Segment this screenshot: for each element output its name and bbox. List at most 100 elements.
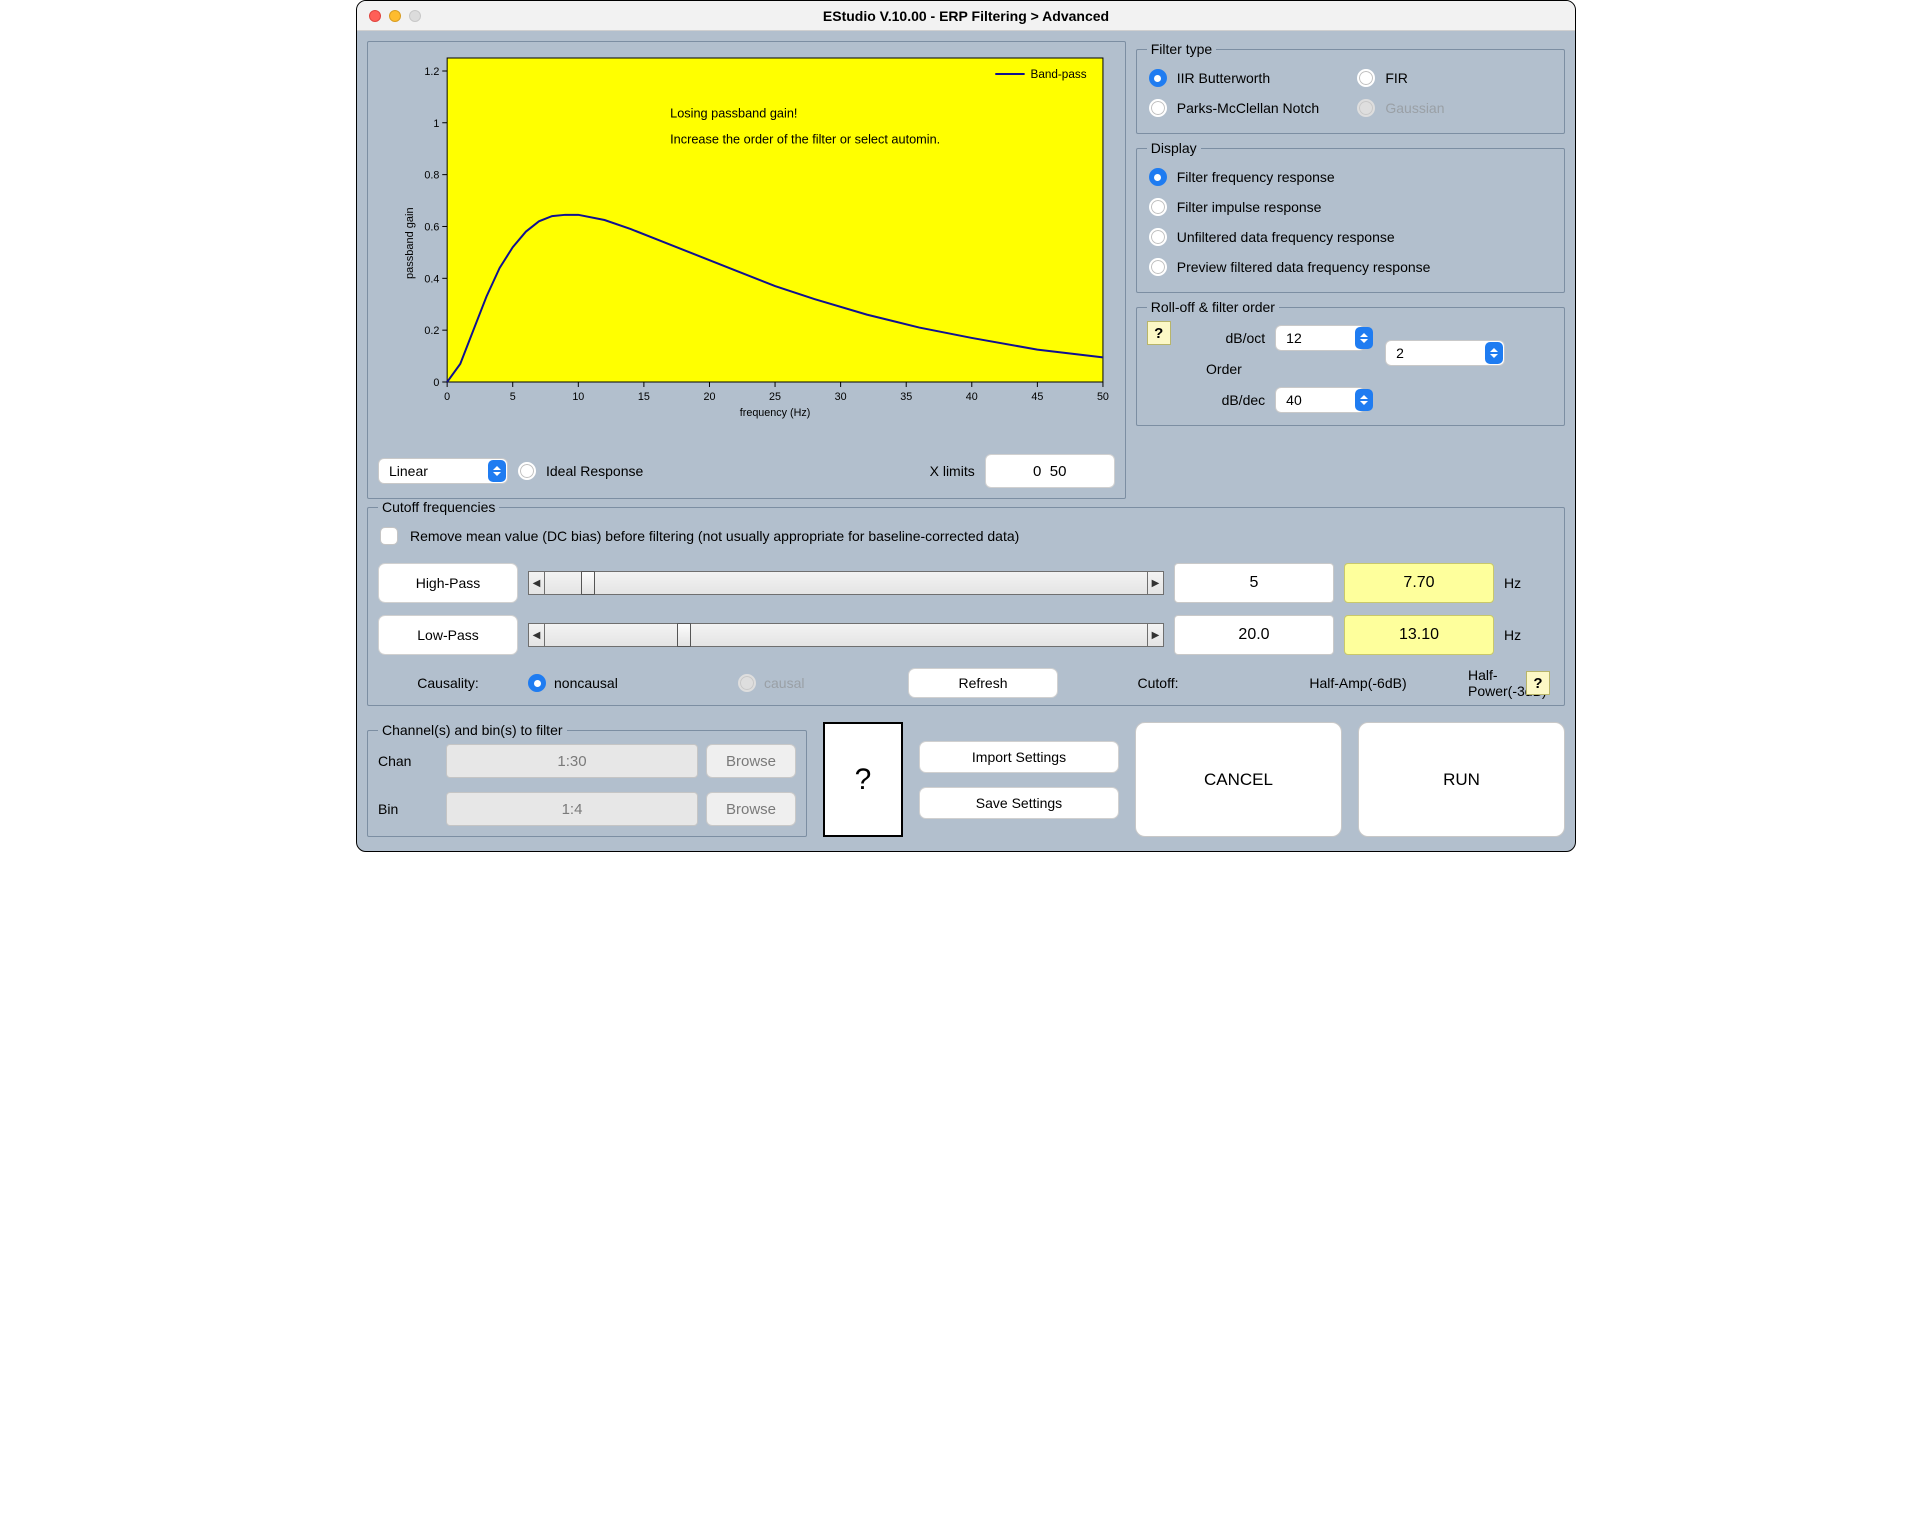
chan-browse-button[interactable]: Browse [706,744,796,778]
lowpass-slider[interactable]: ◀ ▶ [528,623,1164,647]
highpass-value[interactable]: 5 [1174,563,1334,603]
cancel-button[interactable]: CANCEL [1135,722,1342,837]
hz-label: Hz [1504,575,1554,591]
radio-icon[interactable] [1149,168,1167,186]
titlebar: EStudio V.10.00 - ERP Filtering > Advanc… [357,1,1575,31]
cutoff-help-icon[interactable]: ? [1526,671,1550,695]
hz-label: Hz [1504,627,1554,643]
db-oct-select[interactable]: 12 [1275,325,1375,351]
lowpass-value-3db: 13.10 [1344,615,1494,655]
display-option-2[interactable]: Unfiltered data frequency response [1147,222,1554,252]
display-legend: Display [1147,140,1201,156]
filter-type-option-parks[interactable]: Parks-McClellan Notch [1147,93,1346,123]
chan-input[interactable]: 1:30 [446,744,698,778]
cutoff-legend: Cutoff frequencies [378,499,499,515]
display-option-label: Preview filtered data frequency response [1177,259,1431,275]
xlimits-input[interactable] [985,454,1115,488]
display-option-label: Filter frequency response [1177,169,1335,185]
svg-text:0.2: 0.2 [424,325,439,337]
svg-text:10: 10 [572,391,584,403]
svg-text:35: 35 [900,391,912,403]
highpass-button[interactable]: High-Pass [378,563,518,603]
causal-radio[interactable] [738,674,756,692]
cutoff-mode-label: Cutoff: [1068,675,1248,691]
svg-text:5: 5 [510,391,516,403]
svg-text:20: 20 [703,391,715,403]
radio-icon[interactable] [1149,198,1167,216]
xlimits-label: X limits [930,463,975,479]
svg-text:1: 1 [433,118,439,130]
svg-text:30: 30 [835,391,847,403]
remove-mean-checkbox[interactable] [380,527,398,545]
display-option-label: Filter impulse response [1177,199,1322,215]
import-settings-button[interactable]: Import Settings [919,741,1119,773]
order-select[interactable]: 2 [1385,340,1505,366]
causal-label: causal [764,675,804,691]
refresh-button[interactable]: Refresh [908,668,1058,698]
chevron-left-icon[interactable]: ◀ [529,624,545,646]
display-panel: Display Filter frequency response Filter … [1136,140,1565,293]
db-dec-select[interactable]: 40 [1275,387,1375,413]
radio-icon[interactable] [1357,69,1375,87]
cutoff-panel: Cutoff frequencies Remove mean value (DC… [367,499,1565,706]
ideal-response-radio[interactable] [518,462,536,480]
filter-type-legend: Filter type [1147,41,1216,57]
svg-text:frequency (Hz): frequency (Hz) [740,407,811,419]
svg-text:0.4: 0.4 [424,273,439,285]
run-button[interactable]: RUN [1358,722,1565,837]
display-option-3[interactable]: Preview filtered data frequency response [1147,252,1554,282]
svg-text:Losing passband gain!: Losing passband gain! [670,105,797,120]
bin-label: Bin [378,801,438,817]
svg-text:Increase the order of the filt: Increase the order of the filter or sele… [670,131,940,146]
highpass-value-3db: 7.70 [1344,563,1494,603]
filter-type-option-fir[interactable]: FIR [1355,63,1554,93]
save-settings-button[interactable]: Save Settings [919,787,1119,819]
chart-ylabel: passband gain [404,207,416,279]
rolloff-legend: Roll-off & filter order [1147,299,1279,315]
svg-text:0.8: 0.8 [424,170,439,182]
remove-mean-label: Remove mean value (DC bias) before filte… [410,528,1019,544]
svg-text:45: 45 [1031,391,1043,403]
channels-legend: Channel(s) and bin(s) to filter [378,722,567,738]
db-oct-label: dB/oct [1183,330,1265,346]
chevron-right-icon[interactable]: ▶ [1147,624,1163,646]
causality-label: Causality: [378,675,518,691]
axis-mode-select[interactable]: Linear [378,458,508,484]
chevron-right-icon[interactable]: ▶ [1147,572,1163,594]
radio-icon [1357,99,1375,117]
help-button[interactable]: ? [823,722,903,837]
radio-icon[interactable] [1149,258,1167,276]
close-icon[interactable] [369,10,381,22]
chevron-left-icon[interactable]: ◀ [529,572,545,594]
filter-response-chart: 0510152025303540455000.20.40.60.811.2fre… [408,52,1113,422]
window-title: EStudio V.10.00 - ERP Filtering > Advanc… [357,8,1575,24]
svg-text:40: 40 [966,391,978,403]
chart-panel: passband gain 0510152025303540455000.20.… [367,41,1126,499]
svg-text:25: 25 [769,391,781,403]
chan-label: Chan [378,753,438,769]
channels-panel: Channel(s) and bin(s) to filter Chan 1:3… [367,722,807,837]
bin-browse-button[interactable]: Browse [706,792,796,826]
filter-type-label: Parks-McClellan Notch [1177,100,1319,116]
filter-type-option-iir[interactable]: IIR Butterworth [1147,63,1346,93]
radio-icon[interactable] [1149,99,1167,117]
halfamp-label: Half-Amp(-6dB) [1258,675,1458,691]
svg-text:50: 50 [1097,391,1109,403]
svg-text:Band-pass: Band-pass [1031,67,1087,81]
lowpass-value[interactable]: 20.0 [1174,615,1334,655]
zoom-icon[interactable] [409,10,421,22]
traffic-lights [369,10,421,22]
rolloff-help-icon[interactable]: ? [1147,321,1171,345]
display-option-1[interactable]: Filter impulse response [1147,192,1554,222]
app-window: EStudio V.10.00 - ERP Filtering > Advanc… [356,0,1576,852]
minimize-icon[interactable] [389,10,401,22]
display-option-label: Unfiltered data frequency response [1177,229,1395,245]
noncausal-radio[interactable] [528,674,546,692]
filter-type-label: Gaussian [1385,100,1444,116]
radio-icon[interactable] [1149,69,1167,87]
display-option-0[interactable]: Filter frequency response [1147,162,1554,192]
lowpass-button[interactable]: Low-Pass [378,615,518,655]
bin-input[interactable]: 1:4 [446,792,698,826]
radio-icon[interactable] [1149,228,1167,246]
highpass-slider[interactable]: ◀ ▶ [528,571,1164,595]
